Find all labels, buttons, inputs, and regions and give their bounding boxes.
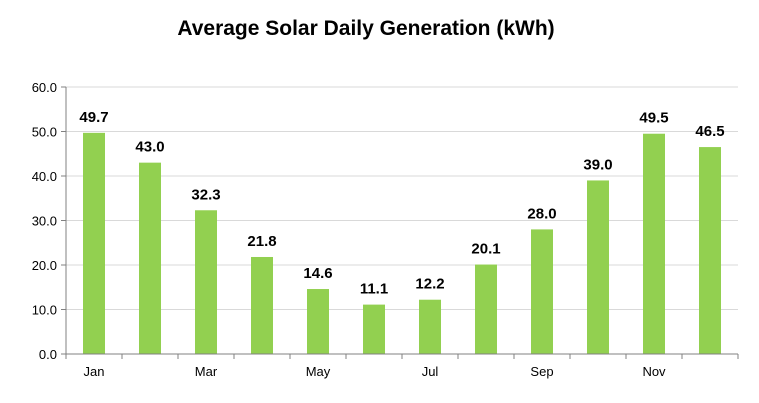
x-axis-ticks: Jan Mar May Jul Sep Nov — [65, 354, 739, 379]
bar-jan — [83, 132, 105, 354]
bar-oct — [587, 180, 609, 354]
y-tick-label: 20.0 — [32, 258, 57, 273]
bar-may — [307, 289, 329, 354]
y-tick-label: 10.0 — [32, 303, 57, 318]
y-axis-ticks: 0.0 10.0 20.0 30.0 40.0 50.0 60.0 — [32, 80, 66, 362]
data-label: 28.0 — [527, 205, 556, 222]
data-label: 43.0 — [135, 139, 164, 156]
y-tick-label: 60.0 — [32, 80, 57, 95]
data-labels: 49.7 43.0 32.3 21.8 14.6 11.1 12.2 20.1 28.0 39.0… — [79, 109, 724, 298]
data-label: 32.3 — [191, 186, 220, 203]
y-tick-label: 30.0 — [32, 214, 57, 229]
data-label: 39.0 — [583, 156, 612, 173]
y-tick-label: 0.0 — [39, 347, 57, 362]
x-tick-label: Jul — [422, 364, 439, 379]
chart-title: Average Solar Daily Generation (kWh) — [177, 17, 554, 40]
y-tick-label: 50.0 — [32, 125, 57, 140]
data-label: 49.7 — [79, 109, 108, 126]
x-tick-label: Jan — [84, 364, 105, 379]
bars — [83, 132, 721, 354]
bar-aug — [475, 264, 497, 354]
bar-sep — [531, 229, 553, 354]
x-tick-label: Sep — [530, 364, 553, 379]
bar-nov — [643, 133, 665, 354]
bar-dec — [699, 147, 721, 354]
data-label: 21.8 — [247, 233, 276, 250]
bar-jul — [419, 299, 441, 354]
bar-feb — [139, 162, 161, 354]
data-label: 12.2 — [415, 276, 444, 293]
x-tick-label: Nov — [642, 364, 666, 379]
data-label: 14.6 — [303, 265, 332, 282]
x-tick-label: Mar — [195, 364, 218, 379]
bar-jun — [363, 304, 385, 354]
data-label: 49.5 — [639, 110, 668, 127]
bar-mar — [195, 210, 217, 354]
gridlines — [66, 86, 738, 310]
y-tick-label: 40.0 — [32, 169, 57, 184]
x-tick-label: May — [306, 364, 331, 379]
data-label: 20.1 — [471, 241, 500, 258]
data-label: 46.5 — [695, 123, 724, 140]
data-label: 11.1 — [360, 281, 388, 298]
bar-apr — [251, 256, 273, 354]
